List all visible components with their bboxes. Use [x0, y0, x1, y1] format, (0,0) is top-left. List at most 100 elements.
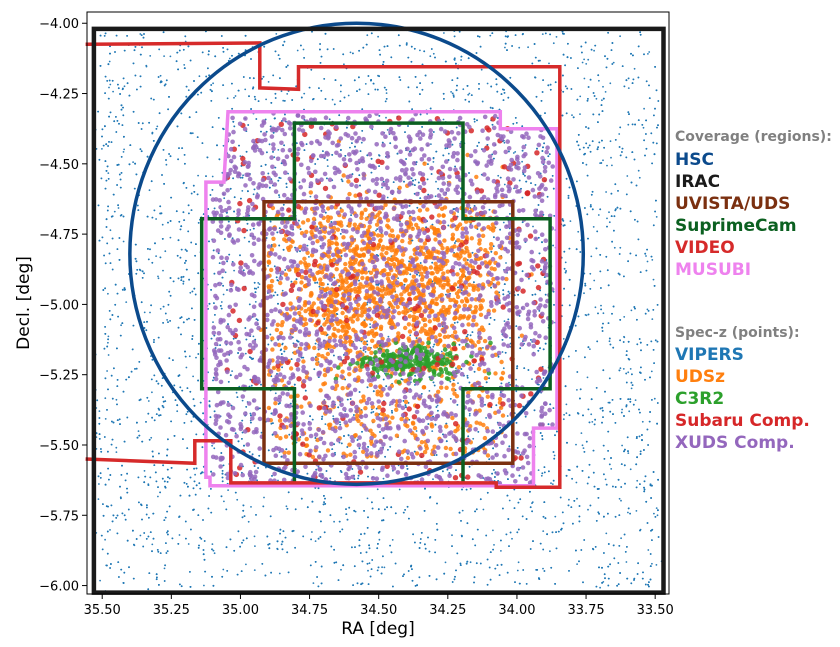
- point-vipers: [122, 390, 125, 393]
- point-vipers: [117, 204, 119, 207]
- point-vipers: [620, 499, 622, 502]
- point-vipers: [604, 91, 607, 93]
- point-vipers: [485, 417, 487, 419]
- point-vipers: [655, 507, 658, 509]
- point-vipers: [156, 125, 159, 128]
- point-vipers: [151, 216, 154, 219]
- point-vipers: [416, 206, 419, 209]
- point-vipers: [405, 42, 408, 44]
- point-vipers: [501, 339, 504, 341]
- point-vipers: [473, 120, 476, 123]
- point-vipers: [575, 443, 577, 446]
- point-vipers: [593, 423, 596, 426]
- point-vipers: [646, 428, 649, 431]
- point-vipers: [419, 538, 422, 540]
- point-vipers: [275, 276, 278, 279]
- point-vipers: [634, 218, 636, 221]
- point-vipers: [541, 33, 544, 35]
- point-vipers: [244, 88, 247, 91]
- point-vipers: [100, 177, 103, 180]
- point-vipers: [151, 261, 154, 264]
- point-vipers: [568, 304, 571, 307]
- point-vipers: [565, 403, 568, 406]
- point-vipers: [185, 95, 188, 98]
- point-vipers: [472, 437, 475, 440]
- point-vipers: [263, 496, 265, 499]
- point-vipers: [641, 124, 644, 126]
- point-vipers: [562, 418, 565, 421]
- point-vipers: [149, 311, 151, 314]
- point-vipers: [331, 448, 334, 450]
- point-vipers: [462, 88, 465, 91]
- point-vipers: [371, 507, 374, 510]
- point-vipers: [361, 108, 364, 111]
- point-vipers: [593, 49, 595, 52]
- point-vipers: [324, 423, 327, 425]
- point-vipers: [625, 193, 628, 196]
- point-vipers: [522, 569, 525, 571]
- point-vipers: [514, 34, 517, 36]
- point-vipers: [477, 35, 479, 38]
- point-vipers: [618, 253, 621, 255]
- point-vipers: [210, 100, 213, 102]
- point-vipers: [267, 343, 270, 346]
- point-vipers: [456, 552, 459, 555]
- point-vipers: [162, 464, 165, 467]
- point-vipers: [482, 508, 485, 511]
- point-vipers: [175, 210, 178, 213]
- point-vipers: [630, 309, 633, 312]
- point-vipers: [567, 355, 570, 358]
- point-vipers: [180, 333, 182, 336]
- point-vipers: [577, 230, 580, 233]
- point-vipers: [348, 506, 351, 509]
- point-vipers: [624, 482, 626, 485]
- point-vipers: [542, 530, 545, 532]
- point-vipers: [631, 373, 633, 376]
- point-vipers: [514, 581, 516, 583]
- point-vipers: [192, 375, 195, 378]
- point-vipers: [603, 146, 605, 149]
- point-vipers: [168, 477, 171, 480]
- point-vipers: [508, 499, 511, 502]
- point-vipers: [619, 246, 622, 249]
- point-vipers: [403, 573, 405, 576]
- point-vipers: [626, 546, 628, 548]
- point-vipers: [588, 463, 591, 466]
- point-vipers: [489, 106, 492, 109]
- point-vipers: [202, 549, 205, 551]
- point-vipers: [576, 180, 578, 183]
- point-vipers: [582, 581, 584, 584]
- point-vipers: [606, 164, 608, 167]
- point-vipers: [498, 574, 501, 576]
- point-vipers: [184, 262, 186, 264]
- point-vipers: [657, 124, 659, 127]
- point-vipers: [468, 465, 471, 468]
- point-vipers: [528, 277, 530, 280]
- point-vipers: [544, 293, 547, 296]
- point-vipers: [96, 399, 99, 402]
- point-vipers: [617, 583, 620, 586]
- point-vipers: [542, 567, 544, 570]
- point-vipers: [151, 391, 153, 394]
- point-vipers: [621, 65, 624, 67]
- point-vipers: [151, 131, 154, 134]
- point-vipers: [358, 279, 360, 282]
- point-vipers: [607, 430, 610, 433]
- point-vipers: [163, 567, 166, 570]
- point-vipers: [618, 133, 621, 135]
- point-vipers: [655, 564, 658, 566]
- point-vipers: [184, 35, 187, 38]
- point-vipers: [345, 513, 348, 515]
- point-vipers: [501, 351, 504, 353]
- point-vipers: [614, 139, 617, 141]
- point-vipers: [222, 568, 225, 571]
- point-vipers: [106, 80, 109, 82]
- point-vipers: [211, 189, 214, 191]
- point-vipers: [221, 480, 224, 483]
- point-vipers: [428, 550, 431, 553]
- point-vipers: [590, 193, 593, 196]
- point-vipers: [286, 64, 289, 67]
- point-vipers: [607, 450, 609, 452]
- point-vipers: [657, 536, 660, 538]
- point-vipers: [434, 195, 437, 198]
